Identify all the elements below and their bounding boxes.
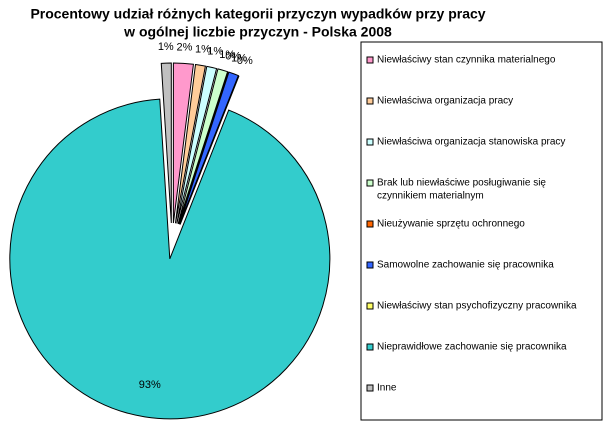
legend-swatch: [366, 179, 374, 187]
pie-slice: [174, 63, 207, 224]
legend-swatch: [366, 302, 374, 310]
legend-box: [360, 41, 603, 421]
legend-label: Nieprawidłowe zachowanie się pracownika: [377, 342, 567, 353]
legend-swatch: [366, 138, 374, 146]
legend-label: Niewłaściwa organizacja pracy: [377, 96, 513, 107]
data-label: 0%: [225, 51, 241, 63]
legend-swatch: [366, 343, 374, 351]
data-label: 2%: [176, 41, 192, 53]
legend-label: Inne: [377, 383, 397, 394]
pie-slice: [177, 68, 229, 225]
pie-slice: [9, 98, 331, 420]
pie-slice: [160, 62, 172, 224]
legend-swatch: [366, 261, 374, 269]
legend-label: Niewłaściwy stan czynnika materialnego: [377, 55, 556, 66]
legend-label: Nieużywanie sprzętu ochronnego: [377, 219, 525, 230]
data-label: 1%: [195, 43, 211, 55]
data-label: 1%: [231, 53, 247, 65]
legend-label: Samowolne zachowanie się pracownika: [377, 260, 554, 271]
legend-label: Niewłaściwy stan psychofizyczny pracowni…: [377, 301, 577, 312]
chart-title: w ogólnej liczbie przyczyn - Polska 2008: [123, 24, 392, 40]
legend-label: Brak lub niewłaściwe posługiwanie się: [377, 178, 546, 189]
pie-slice: [176, 65, 218, 224]
legend-swatch: [366, 384, 374, 392]
data-label: 93%: [139, 379, 161, 391]
data-label: 1%: [219, 49, 235, 61]
pie-slice: [178, 71, 229, 225]
data-label: 1%: [158, 41, 174, 53]
data-label: 1%: [207, 46, 223, 58]
pie-slice: [178, 71, 240, 225]
data-label: 0%: [237, 55, 253, 67]
legend-label: Niewłaściwa organizacja stanowiska pracy: [377, 137, 565, 148]
legend-swatch: [366, 56, 374, 64]
legend-label: czynnikiem materialnym: [377, 191, 484, 202]
chart-title: Procentowy udział różnych kategorii przy…: [30, 6, 485, 22]
legend-swatch: [366, 97, 374, 105]
pie-slice: [172, 62, 194, 224]
legend-swatch: [366, 220, 374, 228]
